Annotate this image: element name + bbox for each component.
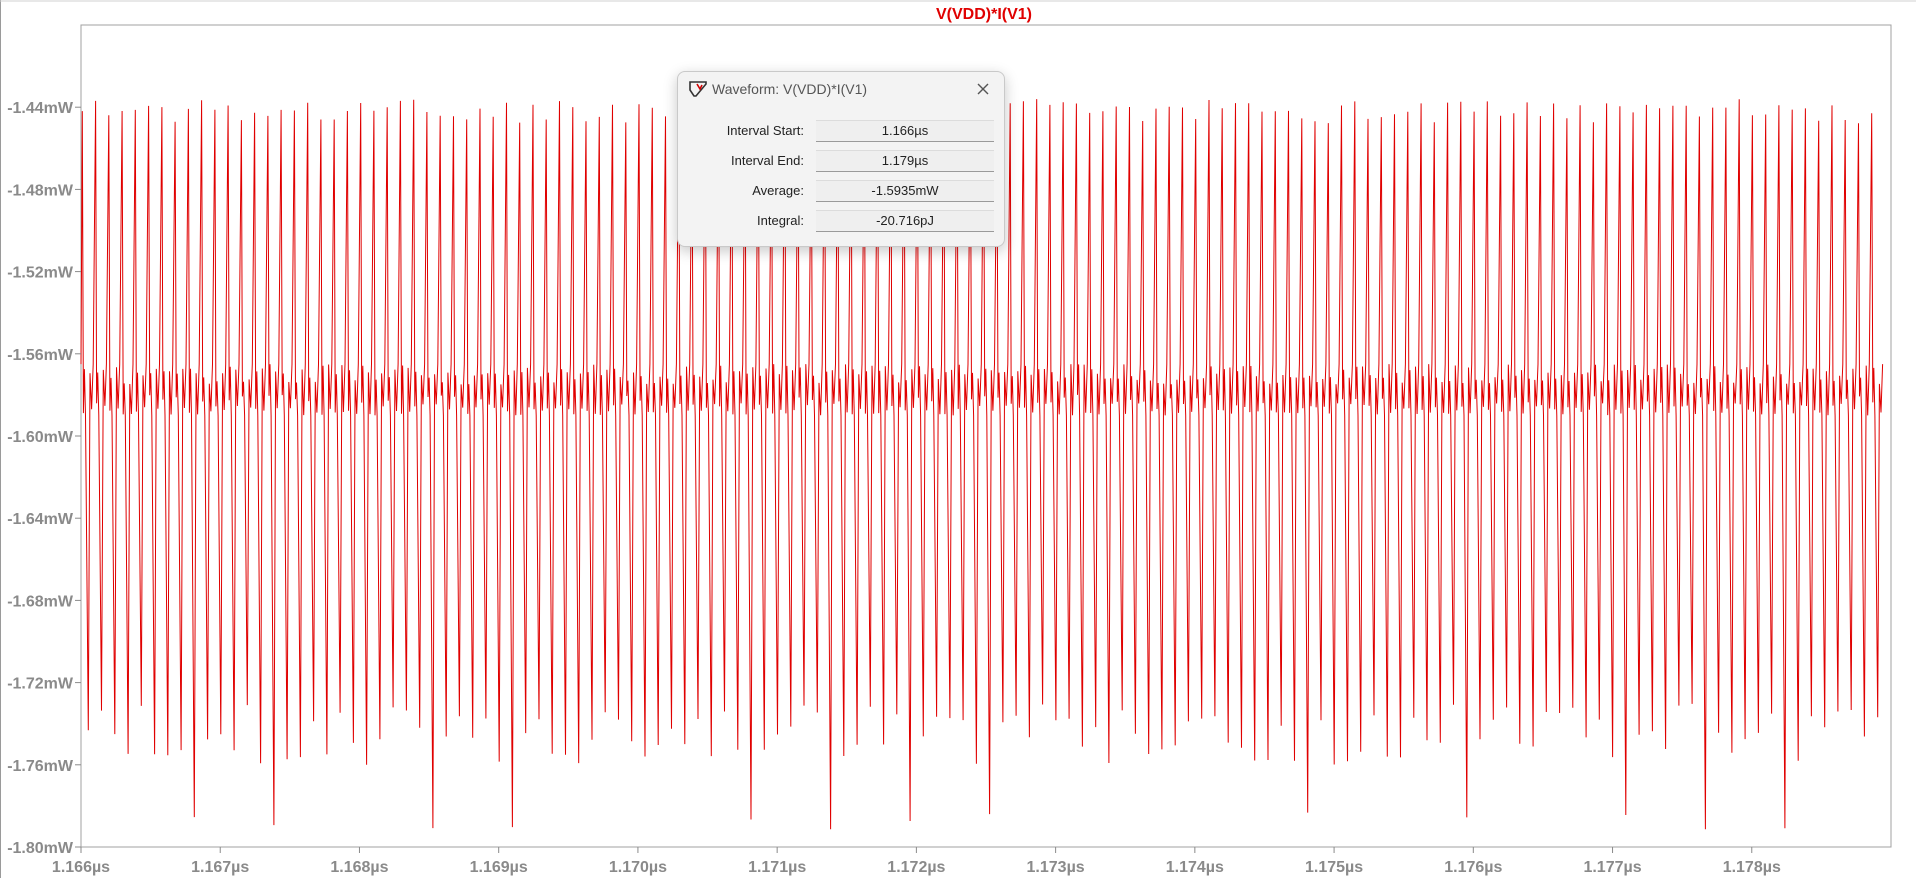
x-tick-label: 1.174µs xyxy=(1166,859,1224,876)
waveform-measure-dialog: Waveform: V(VDD)*I(V1) Interval Start: 1… xyxy=(677,71,1005,247)
dialog-titlebar[interactable]: Waveform: V(VDD)*I(V1) xyxy=(678,72,1004,106)
y-tick-label: -1.48mW xyxy=(7,182,74,199)
x-tick-label: 1.168µs xyxy=(330,859,388,876)
interval-end-value[interactable]: 1.179µs xyxy=(816,150,994,172)
x-tick-label: 1.176µs xyxy=(1444,859,1502,876)
x-tick-label: 1.167µs xyxy=(191,859,249,876)
x-tick-label: 1.173µs xyxy=(1027,859,1085,876)
y-tick-label: -1.52mW xyxy=(7,265,74,282)
y-axis: -1.44mW -1.48mW -1.52mW -1.56mW -1.60mW -1.64… xyxy=(7,100,81,857)
interval-end-label: Interval End: xyxy=(731,153,804,168)
integral-row: Integral: -20.716pJ xyxy=(678,208,1004,234)
ltspice-waveform-icon xyxy=(689,81,707,97)
average-label: Average: xyxy=(752,183,804,198)
interval-end-row: Interval End: 1.179µs xyxy=(678,148,1004,174)
y-tick-label: -1.72mW xyxy=(7,676,74,693)
x-tick-label: 1.171µs xyxy=(748,859,806,876)
trace-layer xyxy=(80,99,1884,830)
dialog-title: Waveform: V(VDD)*I(V1) xyxy=(712,81,868,97)
y-tick-label: -1.44mW xyxy=(7,100,74,117)
y-tick-label: -1.60mW xyxy=(7,429,74,446)
average-row: Average: -1.5935mW xyxy=(678,178,1004,204)
x-tick-label: 1.178µs xyxy=(1723,859,1781,876)
y-tick-label: -1.68mW xyxy=(7,593,74,610)
x-tick-label: 1.172µs xyxy=(887,859,945,876)
interval-start-label: Interval Start: xyxy=(726,123,804,138)
y-tick-label: -1.80mW xyxy=(7,840,74,857)
interval-start-row: Interval Start: 1.166µs xyxy=(678,118,1004,144)
x-tick-label: 1.169µs xyxy=(470,859,528,876)
x-tick-label: 1.166µs xyxy=(52,859,110,876)
close-icon[interactable] xyxy=(970,76,996,102)
y-tick-label: -1.56mW xyxy=(7,347,74,364)
power-trace-line xyxy=(80,99,1884,830)
x-tick-label: 1.177µs xyxy=(1583,859,1641,876)
y-tick-label: -1.64mW xyxy=(7,511,74,528)
average-value[interactable]: -1.5935mW xyxy=(816,180,994,202)
integral-value[interactable]: -20.716pJ xyxy=(816,210,994,232)
trace-title[interactable]: V(VDD)*I(V1) xyxy=(936,6,1032,23)
x-axis: 1.166µs 1.167µs 1.168µs 1.169µs 1.170µs 1.171… xyxy=(52,847,1781,876)
x-tick-label: 1.175µs xyxy=(1305,859,1363,876)
integral-label: Integral: xyxy=(757,213,804,228)
interval-start-value[interactable]: 1.166µs xyxy=(816,120,994,142)
y-tick-label: -1.76mW xyxy=(7,758,74,775)
x-tick-label: 1.170µs xyxy=(609,859,667,876)
